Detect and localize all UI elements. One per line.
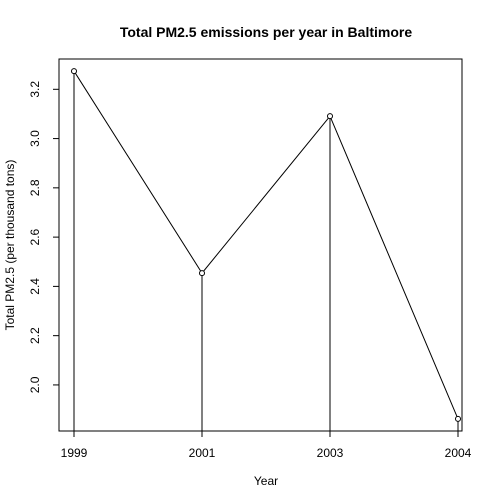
x-tick-label: 1999 bbox=[61, 446, 88, 460]
x-axis-label: Year bbox=[254, 474, 278, 488]
y-tick-label: 3.0 bbox=[28, 130, 42, 147]
data-point bbox=[199, 270, 205, 277]
data-point bbox=[327, 113, 333, 120]
y-tick-label: 2.4 bbox=[28, 278, 42, 295]
y-tick-label: 2.8 bbox=[28, 179, 42, 196]
y-axis-label: Total PM2.5 (per thousand tons) bbox=[3, 160, 17, 331]
data-point bbox=[71, 68, 77, 75]
x-tick-label: 2001 bbox=[189, 446, 216, 460]
y-axis: 2.0 2.2 2.4 2.6 2.8 3.0 3.2 bbox=[28, 81, 59, 393]
x-tick-label: 2003 bbox=[317, 446, 344, 460]
y-tick-label: 3.2 bbox=[28, 81, 42, 98]
y-tick-label: 2.2 bbox=[28, 327, 42, 344]
data-point bbox=[455, 415, 461, 422]
plot-frame bbox=[58, 58, 463, 432]
y-tick-label: 2.0 bbox=[28, 376, 42, 393]
chart-title: Total PM2.5 emissions per year in Baltim… bbox=[120, 24, 412, 40]
y-tick-label: 2.6 bbox=[28, 228, 42, 245]
x-axis: 1999 2001 2003 2004 bbox=[61, 431, 472, 460]
x-tick-label: 2004 bbox=[445, 446, 472, 460]
series-group bbox=[71, 68, 461, 431]
series-line bbox=[73, 70, 459, 420]
